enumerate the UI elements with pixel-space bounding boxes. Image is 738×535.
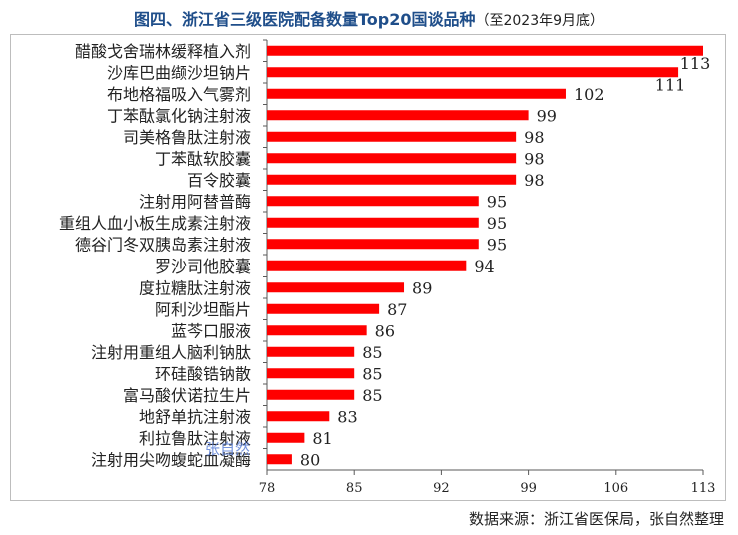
category-label: 注射用重组人脑利钠肽 bbox=[91, 343, 251, 362]
category-label: 布地格福吸入气雾剂 bbox=[107, 85, 251, 104]
value-label: 85 bbox=[362, 364, 382, 383]
x-tick-label: 85 bbox=[346, 481, 363, 496]
bar bbox=[267, 282, 405, 293]
chart-subtitle: （至2023年9月底） bbox=[475, 13, 605, 29]
chart-title-block: 图四、浙江省三级医院配备数量Top20国谈品种（至2023年9月底） bbox=[0, 6, 738, 30]
x-tick-label: 106 bbox=[603, 481, 628, 496]
bar bbox=[267, 389, 355, 400]
category-label: 百令胶囊 bbox=[187, 171, 251, 190]
bar bbox=[267, 454, 292, 465]
value-label: 95 bbox=[487, 192, 507, 211]
bar bbox=[267, 303, 380, 314]
category-label: 司美格鲁肽注射液 bbox=[123, 128, 251, 147]
value-label: 98 bbox=[524, 171, 544, 190]
category-label: 蓝芩口服液 bbox=[171, 321, 251, 340]
x-tick-label: 92 bbox=[433, 481, 450, 496]
category-label: 沙库巴曲缬沙坦钠片 bbox=[107, 63, 251, 82]
category-label: 重组人血小板生成素注射液 bbox=[59, 214, 251, 233]
category-label: 富马酸伏诺拉生片 bbox=[123, 386, 251, 405]
value-label: 95 bbox=[487, 214, 507, 233]
category-label: 德谷门冬双胰岛素注射液 bbox=[75, 235, 251, 254]
category-label: 丁苯酞氯化钠注射液 bbox=[107, 106, 251, 125]
bar bbox=[267, 88, 566, 99]
value-label: 102 bbox=[574, 85, 605, 104]
value-label: 80 bbox=[300, 450, 320, 469]
value-label: 94 bbox=[474, 257, 494, 276]
category-label: 醋酸戈舍瑞林缓释植入剂 bbox=[75, 42, 251, 61]
bar bbox=[267, 153, 517, 164]
watermark: 张自然 bbox=[205, 440, 251, 458]
bar bbox=[267, 131, 517, 142]
bar bbox=[267, 217, 479, 228]
value-label: 98 bbox=[524, 149, 544, 168]
category-label: 阿利沙坦酯片 bbox=[155, 300, 251, 319]
value-label: 113 bbox=[680, 54, 711, 73]
x-tick-label: 78 bbox=[259, 481, 276, 496]
value-label: 111 bbox=[655, 75, 686, 94]
bar bbox=[267, 260, 467, 271]
x-tick-label: 99 bbox=[520, 481, 537, 496]
bar bbox=[267, 67, 679, 78]
bar bbox=[267, 325, 367, 336]
value-label: 83 bbox=[337, 407, 357, 426]
category-label: 地舒单抗注射液 bbox=[139, 407, 251, 426]
category-label: 丁苯酞软胶囊 bbox=[155, 149, 251, 168]
bar bbox=[267, 45, 703, 56]
bar bbox=[267, 196, 479, 207]
category-label: 罗沙司他胶囊 bbox=[155, 257, 251, 276]
source-note: 数据来源：浙江省医保局，张自然整理 bbox=[468, 510, 724, 528]
bar bbox=[267, 239, 479, 250]
value-label: 95 bbox=[487, 235, 507, 254]
value-label: 85 bbox=[362, 343, 382, 362]
value-label: 86 bbox=[375, 321, 395, 340]
bar bbox=[267, 110, 529, 121]
chart-frame bbox=[10, 34, 726, 501]
value-label: 81 bbox=[312, 429, 332, 448]
value-label: 89 bbox=[412, 278, 432, 297]
bar bbox=[267, 174, 517, 185]
x-tick-label: 113 bbox=[691, 481, 716, 496]
bar bbox=[267, 346, 355, 357]
value-label: 99 bbox=[537, 106, 557, 125]
value-label: 98 bbox=[524, 128, 544, 147]
category-label: 利拉鲁肽注射液 bbox=[139, 429, 251, 448]
bar bbox=[267, 432, 305, 443]
category-label: 注射用尖吻蝮蛇血凝酶 bbox=[91, 450, 251, 469]
category-label: 度拉糖肽注射液 bbox=[139, 278, 251, 297]
category-label: 注射用阿替普酶 bbox=[139, 192, 251, 211]
category-label: 环硅酸锆钠散 bbox=[155, 364, 251, 383]
chart-title: 图四、浙江省三级医院配备数量Top20国谈品种 bbox=[133, 10, 476, 29]
value-label: 85 bbox=[362, 386, 382, 405]
bar bbox=[267, 368, 355, 379]
bar bbox=[267, 411, 330, 422]
value-label: 87 bbox=[387, 300, 407, 319]
